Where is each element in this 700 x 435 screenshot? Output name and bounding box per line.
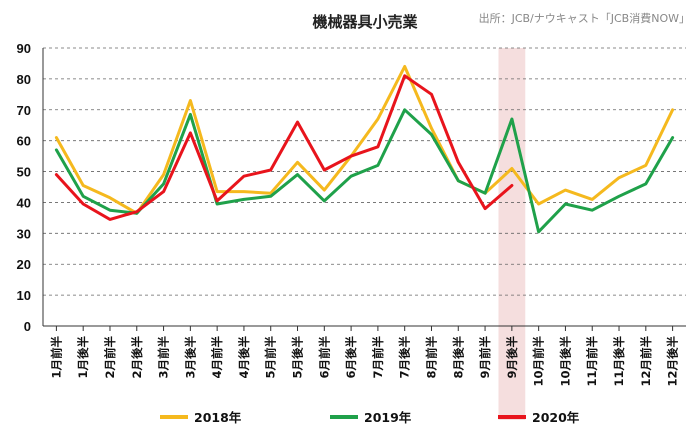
x-tick-label: 3月前半 (157, 336, 171, 379)
y-tick-label: 60 (17, 134, 31, 149)
y-tick-label: 80 (17, 72, 31, 87)
series-line-2019年 (54, 108, 675, 234)
x-tick-label: 12月前半 (639, 336, 653, 387)
x-tick-label: 12月後半 (666, 336, 680, 387)
y-tick-label: 10 (17, 288, 31, 303)
y-tick-label: 20 (17, 257, 31, 272)
x-tick-label: 3月後半 (183, 336, 197, 379)
x-tick-label: 11月後半 (612, 336, 626, 387)
plot-area: 0 10 20 30 40 50 60 70 80 90 1月前半 1月後半 2月前半 2月後半 3月前半 3… (17, 41, 686, 420)
x-tick-label: 5月後半 (291, 336, 305, 379)
x-tick-label: 4月後半 (237, 336, 251, 379)
x-tick-label: 6月後半 (344, 336, 358, 379)
legend: 2018年 2019年 2020年 (160, 410, 580, 425)
x-tick-label: 10月後半 (558, 336, 572, 387)
y-tick-label: 50 (17, 165, 31, 180)
x-tick-label: 4月前半 (210, 336, 224, 379)
series-line-2018年 (54, 65, 675, 215)
x-tick-label: 1月前半 (49, 336, 63, 379)
series-line-2020年 (54, 74, 514, 221)
y-tick-label: 40 (17, 195, 31, 210)
y-tick-label: 90 (17, 41, 31, 56)
x-tick-label: 2月前半 (103, 336, 117, 379)
y-tick-label: 30 (17, 226, 31, 241)
x-tick-label: 10月前半 (532, 336, 546, 387)
x-tick-label: 5月前半 (264, 336, 278, 379)
chart-title: 機械器具小売業 (312, 13, 418, 31)
x-tick-label: 7月後半 (398, 336, 412, 379)
x-tick-label: 6月前半 (317, 336, 331, 379)
x-tick-label: 8月後半 (451, 336, 465, 379)
x-tick-label: 2月後半 (130, 336, 144, 379)
x-tick-label: 1月後半 (76, 336, 90, 379)
legend-label: 2020年 (532, 410, 580, 425)
x-tick-label: 9月後半 (505, 336, 519, 379)
x-tick-label: 7月前半 (371, 336, 385, 379)
x-tick-label: 11月前半 (585, 336, 599, 387)
x-tick-label: 9月前半 (478, 336, 492, 379)
chart-source: 出所：JCB/ナウキャスト「JCB消費NOW」 (479, 11, 690, 25)
legend-label: 2018年 (194, 410, 242, 425)
legend-label: 2019年 (364, 410, 412, 425)
x-tick-label: 8月前半 (424, 336, 438, 379)
y-tick-label: 70 (17, 103, 31, 118)
y-tick-label: 0 (24, 319, 31, 334)
